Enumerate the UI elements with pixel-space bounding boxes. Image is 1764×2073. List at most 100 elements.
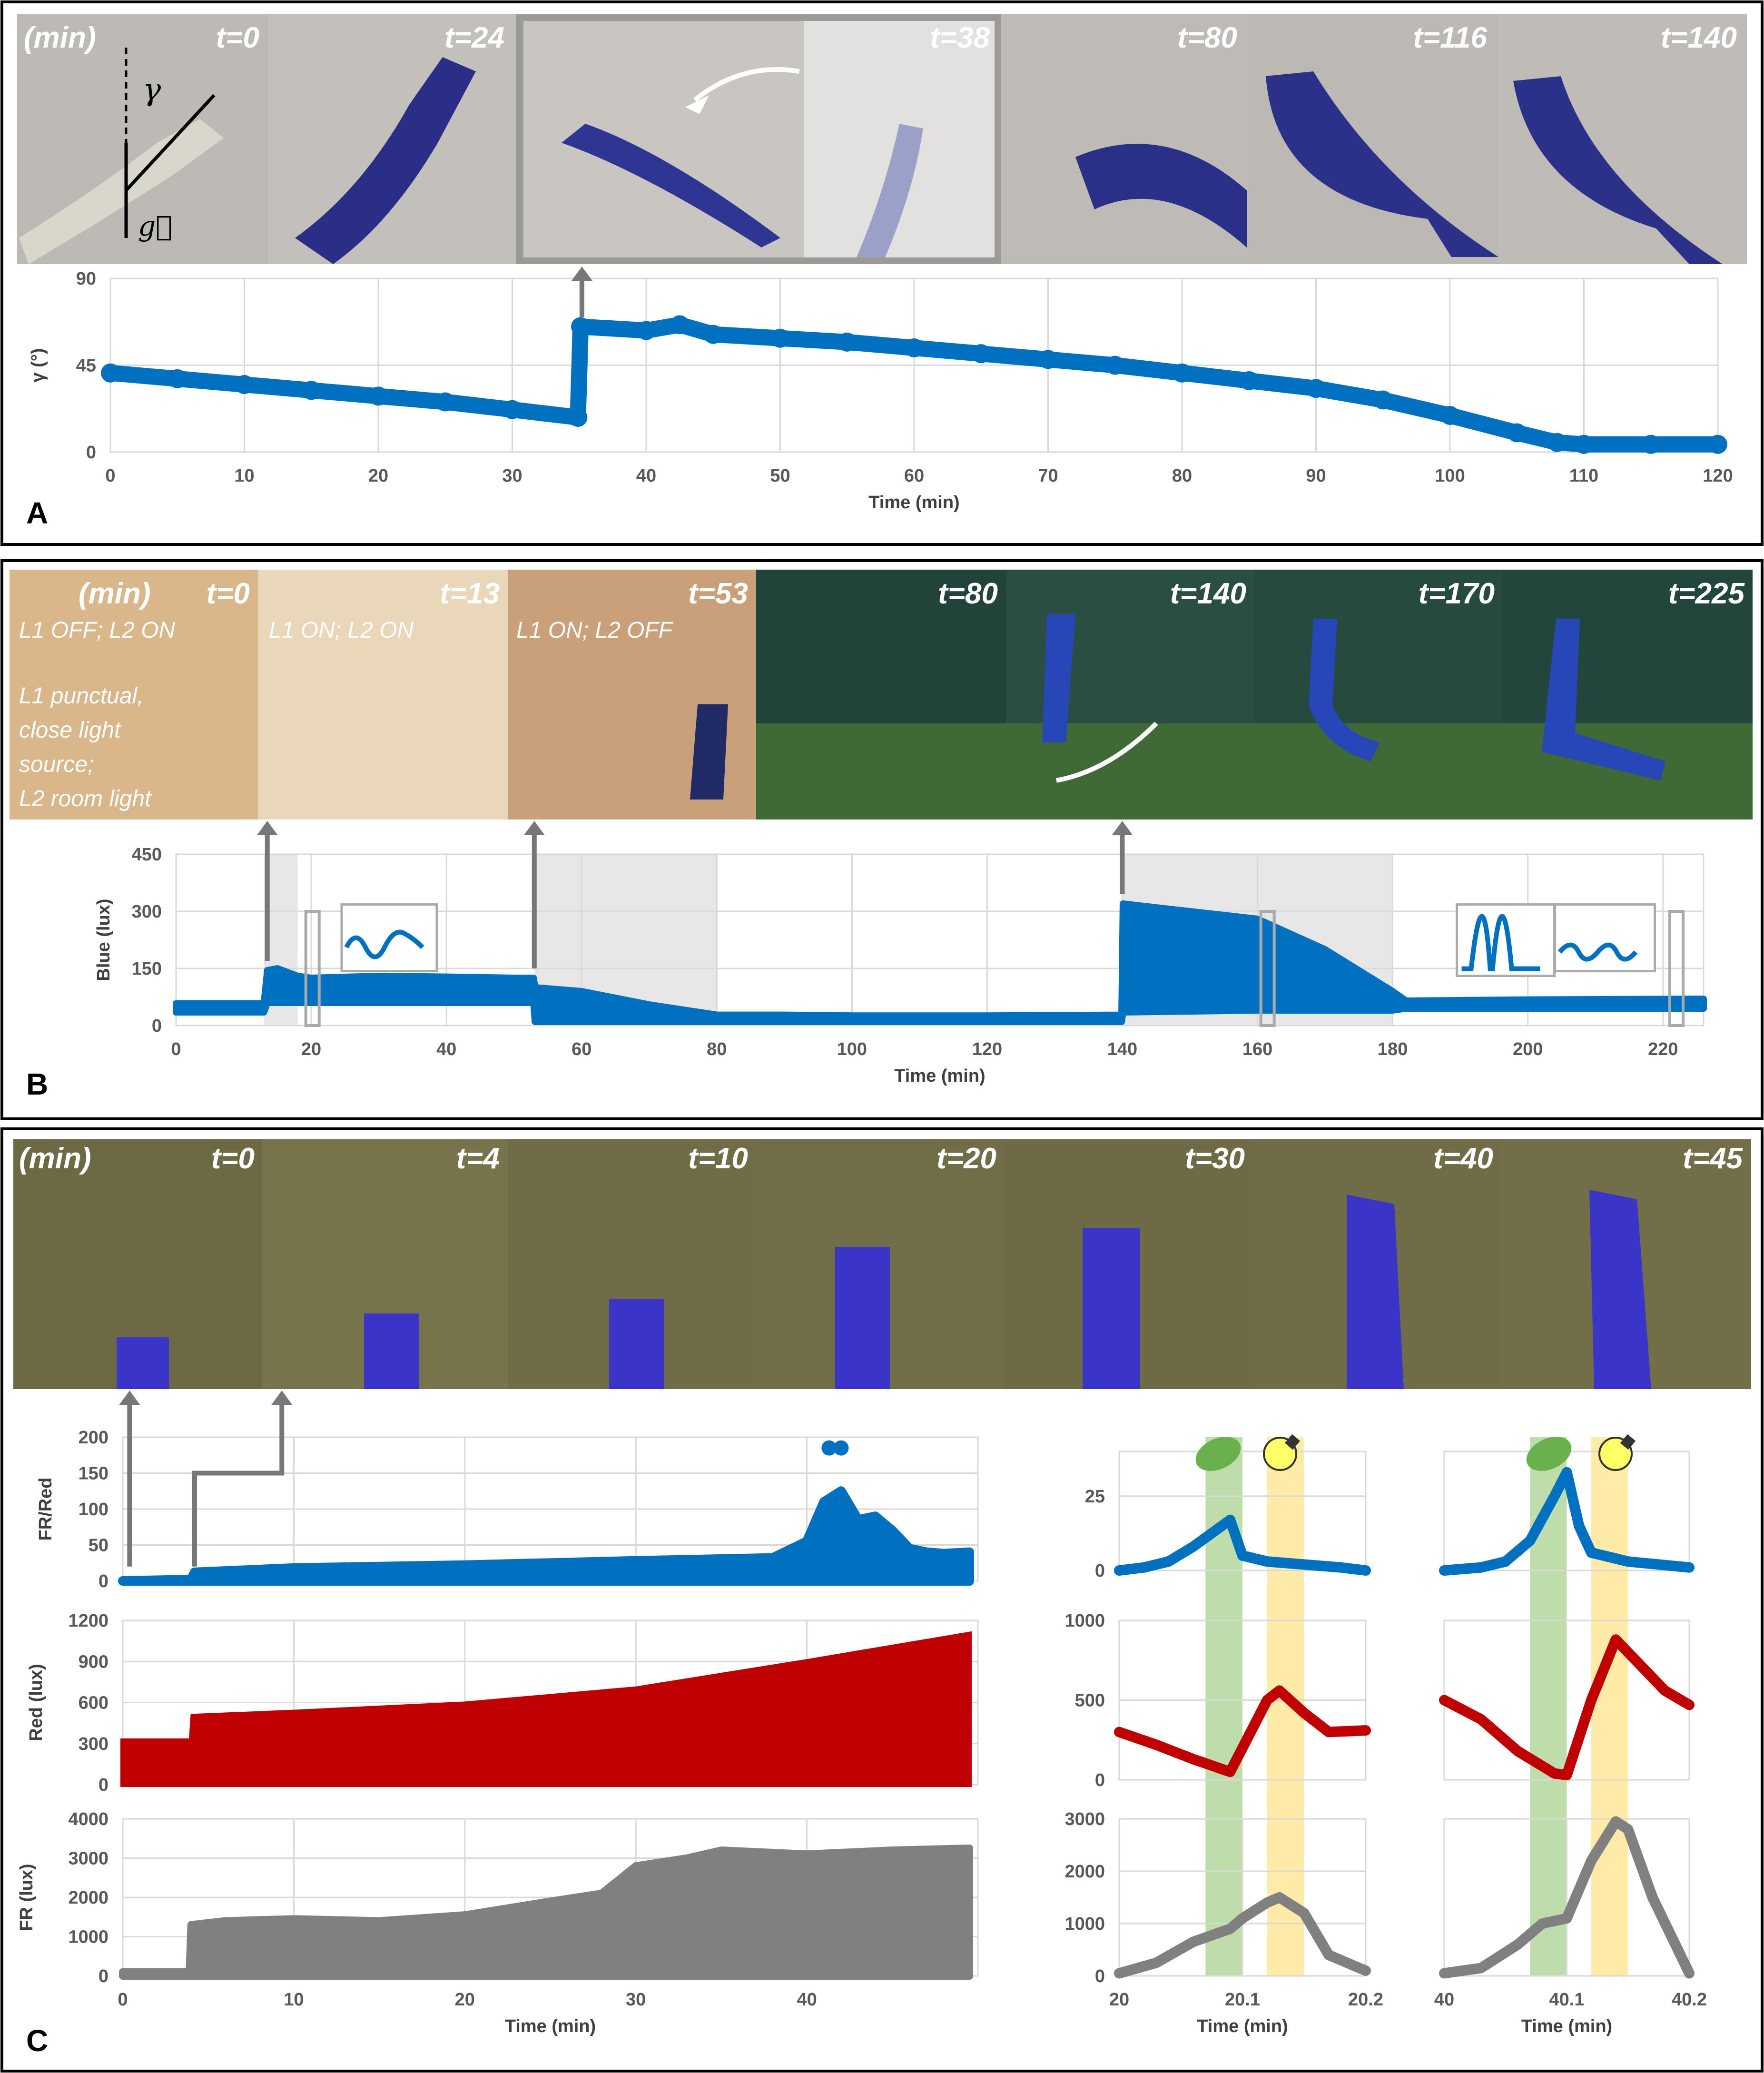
robot-c3 [609,1299,664,1389]
y-tick-label: 300 [79,1734,108,1754]
gamma-point [1507,423,1527,443]
note-b1: L1 OFF; L2 ON [19,618,175,643]
x-tick-label: 40 [636,466,656,486]
label-c-t4: t=4 [456,1142,500,1175]
panel-c-frame [0,1127,1764,2073]
gamma-point [838,332,857,352]
x-tick-label: 100 [1435,466,1465,486]
x-tick-label: 20 [455,1990,475,2010]
y-tick-label: 450 [132,845,162,865]
gamma-symbol: γ [143,72,161,108]
x-tick-label: 200 [1513,1039,1543,1059]
x-tick-label: 40.1 [1549,1990,1585,2010]
x-tick-label: 20.1 [1225,1990,1260,2010]
y-tick-label: 0 [99,1775,108,1795]
y-tick-label: 1200 [68,1611,108,1631]
note-b7: L2 room light [19,786,152,811]
label-a-t116: t=116 [1413,21,1487,54]
y-tick-label: 900 [79,1652,108,1672]
panel-a-frame [0,0,1764,546]
gamma-point [435,392,455,412]
plot-area [1118,1818,1367,1977]
robot-a4 [1075,144,1247,247]
gamma-point [369,386,388,406]
label-b-t53: t=53 [688,577,748,610]
arrowhead-b [523,821,545,835]
y-axis-title: γ (°) [28,348,48,382]
robot-c6 [1347,1194,1404,1389]
x-tick-label: 20.2 [1348,1990,1383,2010]
label-b-t0: t=0 [207,577,250,610]
x-axis-title: Time (min) [868,493,959,513]
label-b-t140: t=140 [1170,577,1246,610]
x-tick-label: 140 [1107,1039,1137,1059]
chart-a-gamma: 0 10 20 30 40 50 60 70 80 90 100 110 120 0 45 90 γ (°) Ti… [28,267,1733,513]
panel-c-letter: C [26,2024,48,2058]
label-c-unit: (min) [19,1142,91,1175]
gamma-point [503,400,522,419]
fr-envelope [119,1844,974,1980]
y-tick-label: 300 [132,902,162,922]
robot-c4 [835,1247,890,1389]
zoom-inset-trace [1557,942,1638,962]
gamma-point [637,321,656,340]
y-tick-label: 2000 [68,1888,108,1908]
photo-b1 [10,570,258,819]
robot-a3-ghost [857,124,923,257]
y-tick-label: 0 [99,1571,108,1591]
y-tick-label: 1000 [1064,1914,1105,1934]
x-tick-label: 0 [118,1990,128,2010]
panel-a-letter: A [26,496,48,530]
gamma-point [1547,433,1567,452]
gamma-point [1173,363,1192,383]
red-envelope [120,1631,972,1787]
fr-red-outlier [821,1440,837,1456]
gamma-point [568,408,588,427]
gamma-point [235,375,254,395]
gamma-point [1574,434,1594,454]
grass-b [756,723,1753,819]
zoom-box [1668,910,1685,1027]
y-tick-label: 0 [99,1966,108,1986]
y-tick-label: 500 [1075,1691,1105,1711]
leaf-icon [1526,1437,1572,1471]
robot-a6 [1513,76,1723,264]
y-axis-title: FR (lux) [17,1864,37,1931]
arrowhead-a [571,267,592,281]
x-tick-label: 100 [837,1039,867,1059]
y-tick-label: 45 [76,356,96,376]
x-tick-label: 120 [972,1039,1002,1059]
blue-envelope [173,900,1707,1025]
zoom-inset-trace [1461,914,1540,971]
gamma-point [670,315,690,335]
gamma-series-line [102,316,1726,453]
x-tick-label: 10 [284,1990,304,2010]
gamma-point [905,338,924,357]
zoom-series-line [1439,1634,1695,1780]
robot-b5 [1042,614,1075,742]
x-tick-label: 20 [1109,1990,1129,2010]
zoom-inset-trace [344,929,424,959]
label-c-t45: t=45 [1683,1142,1743,1175]
y-tick-label: 0 [1095,1966,1105,1986]
gamma-point [703,325,723,344]
x-tick-label: 0 [105,466,115,486]
yellow-shade-band [1591,1437,1628,1976]
rotation-arrowhead-a [685,95,709,114]
leaf-icon [1195,1437,1241,1471]
rotation-arrow-a [693,67,800,102]
x-tick-label: 160 [1242,1039,1272,1059]
x-tick-label: 50 [770,466,790,486]
x-tick-label: 80 [707,1039,727,1059]
x-tick-label: 0 [171,1039,181,1059]
x-axis-title: Time (min) [894,1066,985,1086]
panel-b-frame [0,559,1764,1120]
robot-a2 [295,57,476,264]
x-tick-label: 20 [301,1039,321,1059]
x-axis-title: Time (min) [505,2016,596,2036]
bulb-icon [1598,1434,1636,1471]
x-tick-label: 110 [1569,466,1598,486]
rotation-arrow-b [1056,721,1158,783]
label-c-t40: t=40 [1433,1142,1493,1175]
